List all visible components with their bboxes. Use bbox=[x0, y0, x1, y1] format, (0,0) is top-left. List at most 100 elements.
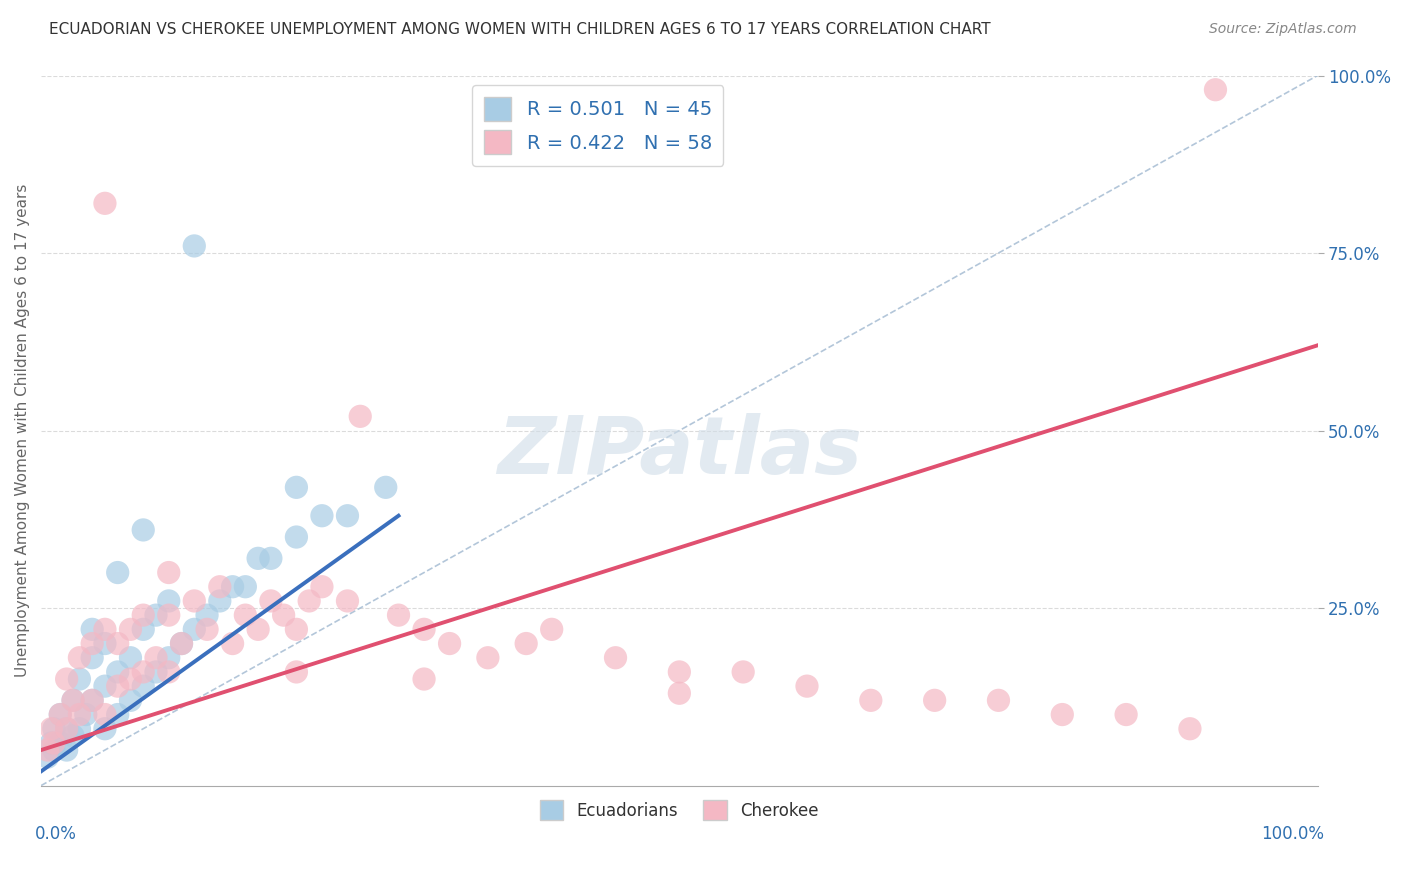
Point bbox=[62, 729, 84, 743]
Point bbox=[75, 707, 97, 722]
Point bbox=[132, 623, 155, 637]
Point bbox=[157, 650, 180, 665]
Point bbox=[170, 636, 193, 650]
Point bbox=[233, 580, 256, 594]
Point bbox=[247, 623, 270, 637]
Point bbox=[233, 608, 256, 623]
Point bbox=[107, 665, 129, 679]
Text: 0.0%: 0.0% bbox=[35, 824, 76, 843]
Point bbox=[55, 722, 77, 736]
Point bbox=[540, 623, 562, 637]
Point bbox=[515, 636, 537, 650]
Point bbox=[67, 722, 90, 736]
Point bbox=[1204, 83, 1226, 97]
Point bbox=[208, 594, 231, 608]
Point bbox=[120, 672, 142, 686]
Point bbox=[82, 623, 104, 637]
Point bbox=[221, 580, 243, 594]
Point bbox=[41, 736, 63, 750]
Point bbox=[1115, 707, 1137, 722]
Text: ZIPatlas: ZIPatlas bbox=[496, 413, 862, 491]
Text: ECUADORIAN VS CHEROKEE UNEMPLOYMENT AMONG WOMEN WITH CHILDREN AGES 6 TO 17 YEARS: ECUADORIAN VS CHEROKEE UNEMPLOYMENT AMON… bbox=[49, 22, 991, 37]
Point bbox=[107, 707, 129, 722]
Point bbox=[55, 672, 77, 686]
Point bbox=[55, 743, 77, 757]
Point bbox=[183, 239, 205, 253]
Point bbox=[387, 608, 409, 623]
Point bbox=[374, 480, 396, 494]
Point bbox=[260, 551, 283, 566]
Point bbox=[668, 665, 690, 679]
Point bbox=[195, 623, 218, 637]
Point bbox=[605, 650, 627, 665]
Point bbox=[94, 196, 117, 211]
Point bbox=[157, 665, 180, 679]
Point bbox=[37, 750, 59, 764]
Point bbox=[477, 650, 499, 665]
Point bbox=[285, 665, 308, 679]
Point bbox=[120, 693, 142, 707]
Point bbox=[49, 736, 72, 750]
Point bbox=[94, 707, 117, 722]
Point bbox=[132, 665, 155, 679]
Point bbox=[170, 636, 193, 650]
Point bbox=[183, 594, 205, 608]
Point bbox=[82, 693, 104, 707]
Point bbox=[120, 623, 142, 637]
Point bbox=[145, 665, 167, 679]
Point bbox=[42, 743, 65, 757]
Point bbox=[82, 636, 104, 650]
Point bbox=[67, 707, 90, 722]
Point bbox=[413, 623, 436, 637]
Point bbox=[987, 693, 1010, 707]
Point bbox=[285, 530, 308, 544]
Point bbox=[273, 608, 295, 623]
Point bbox=[733, 665, 755, 679]
Point bbox=[107, 679, 129, 693]
Point bbox=[260, 594, 283, 608]
Point bbox=[120, 650, 142, 665]
Point bbox=[62, 693, 84, 707]
Point bbox=[94, 636, 117, 650]
Text: 100.0%: 100.0% bbox=[1261, 824, 1324, 843]
Point bbox=[221, 636, 243, 650]
Y-axis label: Unemployment Among Women with Children Ages 6 to 17 years: Unemployment Among Women with Children A… bbox=[15, 184, 30, 677]
Point bbox=[195, 608, 218, 623]
Point bbox=[208, 580, 231, 594]
Point bbox=[94, 679, 117, 693]
Point bbox=[49, 707, 72, 722]
Point bbox=[145, 650, 167, 665]
Point bbox=[247, 551, 270, 566]
Point bbox=[132, 608, 155, 623]
Point bbox=[157, 566, 180, 580]
Point bbox=[62, 693, 84, 707]
Point bbox=[157, 594, 180, 608]
Point bbox=[668, 686, 690, 700]
Point bbox=[49, 707, 72, 722]
Point bbox=[924, 693, 946, 707]
Point bbox=[796, 679, 818, 693]
Legend: Ecuadorians, Cherokee: Ecuadorians, Cherokee bbox=[533, 793, 825, 827]
Point bbox=[94, 722, 117, 736]
Point bbox=[859, 693, 882, 707]
Point bbox=[336, 508, 359, 523]
Point bbox=[413, 672, 436, 686]
Text: Source: ZipAtlas.com: Source: ZipAtlas.com bbox=[1209, 22, 1357, 37]
Point bbox=[285, 623, 308, 637]
Point bbox=[311, 580, 333, 594]
Point bbox=[1178, 722, 1201, 736]
Point bbox=[107, 636, 129, 650]
Point bbox=[1052, 707, 1074, 722]
Point bbox=[107, 566, 129, 580]
Point bbox=[94, 623, 117, 637]
Point bbox=[132, 523, 155, 537]
Point bbox=[336, 594, 359, 608]
Point bbox=[132, 679, 155, 693]
Point bbox=[82, 650, 104, 665]
Point bbox=[42, 736, 65, 750]
Point bbox=[67, 672, 90, 686]
Point bbox=[183, 623, 205, 637]
Point bbox=[311, 508, 333, 523]
Point bbox=[55, 722, 77, 736]
Point bbox=[145, 608, 167, 623]
